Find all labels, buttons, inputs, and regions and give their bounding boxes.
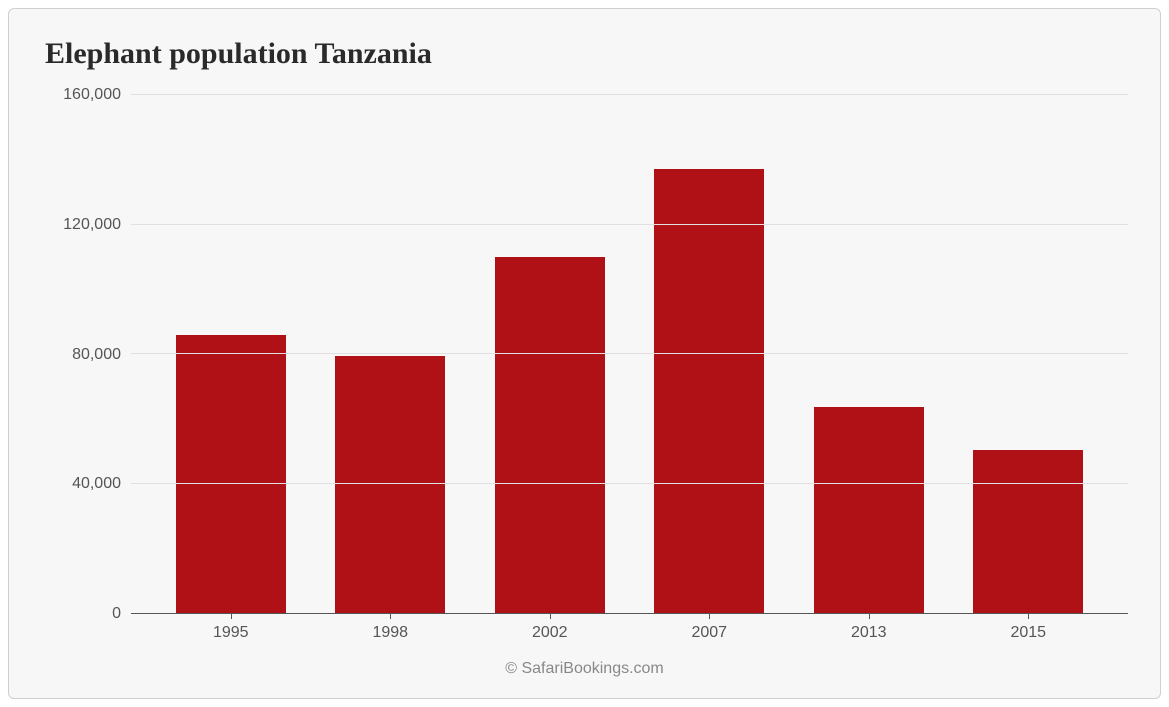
grid-line [131, 224, 1128, 225]
x-tick-label: 2002 [470, 624, 630, 642]
bar [335, 356, 445, 613]
bar [814, 407, 924, 613]
bar-slot [630, 95, 790, 613]
bar-slot [470, 95, 630, 613]
chart-title: Elephant population Tanzania [45, 37, 1128, 71]
x-tick-mark [231, 613, 232, 619]
y-axis: 040,00080,000120,000160,000 [41, 95, 131, 614]
bar-slot [151, 95, 311, 613]
bar-slot [949, 95, 1109, 613]
bar-slot [311, 95, 471, 613]
y-tick-label: 80,000 [72, 346, 121, 364]
bar [495, 257, 605, 613]
x-tick-label: 1998 [311, 624, 471, 642]
attribution: © SafariBookings.com [41, 660, 1128, 678]
x-tick-label: 2015 [949, 624, 1109, 642]
x-tick-mark [1028, 613, 1029, 619]
x-tick-label: 2013 [789, 624, 949, 642]
bar-slot [789, 95, 949, 613]
x-axis: 199519982002200720132015 [41, 614, 1128, 642]
x-tick-label: 2007 [630, 624, 790, 642]
x-tick-mark [550, 613, 551, 619]
y-tick-label: 40,000 [72, 475, 121, 493]
bar [176, 335, 286, 613]
grid-line [131, 483, 1128, 484]
x-tick-mark [709, 613, 710, 619]
bar [973, 450, 1083, 613]
plot-area: 040,00080,000120,000160,000 [41, 95, 1128, 614]
grid-line [131, 94, 1128, 95]
x-tick-label: 1995 [151, 624, 311, 642]
plot-inner [131, 95, 1128, 614]
grid-line [131, 353, 1128, 354]
x-tick-mark [869, 613, 870, 619]
chart-container: Elephant population Tanzania 0 40,000 80,0… [8, 8, 1161, 699]
y-tick-label: 120,000 [63, 216, 121, 234]
bars-row [131, 95, 1128, 613]
bar [654, 169, 764, 613]
y-tick-label: 160,000 [63, 86, 121, 104]
y-tick-label: 0 [112, 605, 121, 623]
x-tick-mark [390, 613, 391, 619]
x-labels: 199519982002200720132015 [131, 614, 1128, 642]
